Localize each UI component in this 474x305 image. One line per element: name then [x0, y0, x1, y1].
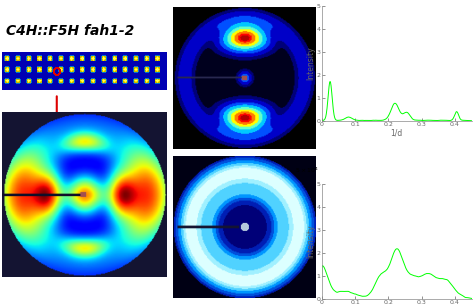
Text: C4H::F5H fah1-2: C4H::F5H fah1-2: [6, 24, 134, 38]
X-axis label: 1/d: 1/d: [391, 129, 403, 138]
Y-axis label: Intensity: Intensity: [306, 47, 315, 80]
Y-axis label: Intensity: Intensity: [306, 225, 315, 258]
Text: $5\times10^{4}$: $5\times10^{4}$: [295, 166, 319, 175]
